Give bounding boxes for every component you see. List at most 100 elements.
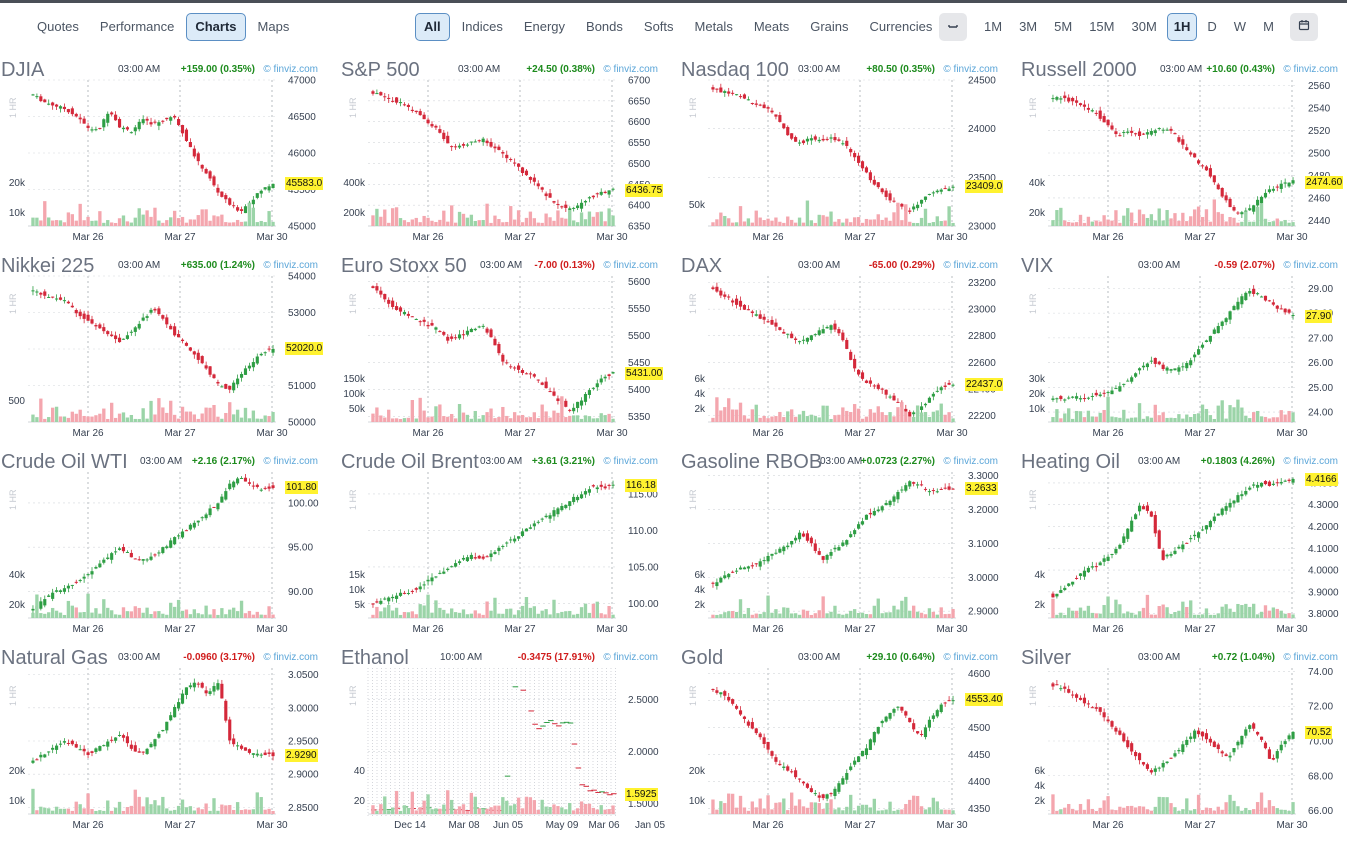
minus-icon[interactable]	[939, 13, 967, 41]
filter-meats[interactable]: Meats	[753, 19, 790, 34]
timeframe-30m[interactable]: 30M	[1131, 19, 1157, 34]
volume-bar	[39, 613, 43, 618]
filter-energy[interactable]: Energy	[523, 19, 566, 34]
filter-bonds[interactable]: Bonds	[586, 19, 623, 34]
finviz-brand-link[interactable]: © finviz.com	[603, 652, 658, 663]
volume-bar	[560, 611, 564, 618]
finviz-brand-link[interactable]: © finviz.com	[263, 456, 318, 467]
volume-bar	[900, 220, 904, 226]
chart-title[interactable]: Heating Oil	[1021, 451, 1120, 473]
timeframe-3m[interactable]: 3M	[1019, 19, 1038, 34]
timeframe-1m[interactable]: 1M	[984, 19, 1003, 34]
filter-metals[interactable]: Metals	[694, 19, 733, 34]
chart-title[interactable]: Ethanol	[341, 647, 409, 669]
timeframe-1h[interactable]: 1H	[1166, 13, 1198, 41]
volume-bar	[192, 810, 196, 814]
timeframe-m[interactable]: M	[1263, 19, 1274, 34]
chart-title[interactable]: DJIA	[1, 59, 45, 81]
chart-title[interactable]: Gold	[681, 647, 724, 669]
chart-title[interactable]: Crude Oil WTI	[1, 451, 128, 473]
candle-body	[833, 323, 837, 330]
timeframe-w[interactable]: W	[1233, 19, 1247, 34]
candle-body	[900, 203, 904, 207]
candle-body	[524, 170, 529, 176]
filter-grains[interactable]: Grains	[810, 19, 849, 34]
tab-maps[interactable]: Maps	[257, 19, 290, 34]
chart-panel-euro-stoxx-50[interactable]: Euro Stoxx 50 03:00 AM -7.00 (0.13%) © finv…	[340, 254, 680, 450]
chart-title[interactable]: Crude Oil Brent	[341, 451, 479, 473]
y-tick-label: 4600	[968, 669, 991, 680]
finviz-brand-link[interactable]: © finviz.com	[603, 64, 658, 75]
volume-bar	[1200, 404, 1205, 422]
filter-all[interactable]: All	[415, 13, 450, 41]
volume-bar	[1291, 614, 1295, 618]
candle-body	[1173, 133, 1177, 135]
chart-title[interactable]: Natural Gas	[1, 647, 108, 669]
candle-body	[731, 571, 735, 573]
volume-bar	[117, 218, 122, 226]
candle-body	[715, 88, 719, 90]
finviz-brand-link[interactable]: © finviz.com	[263, 64, 318, 75]
finviz-brand-link[interactable]: © finviz.com	[603, 260, 658, 271]
finviz-brand-link[interactable]: © finviz.com	[263, 260, 318, 271]
candle-body	[762, 737, 766, 745]
volume-bar	[271, 614, 275, 618]
candle-body	[774, 552, 778, 554]
chart-title[interactable]: Gasoline RBOB	[681, 451, 823, 473]
chart-panel-gasoline-rbob[interactable]: Gasoline RBOB 03:00 AM +0.0723 (2.27%) © fi…	[680, 450, 1020, 646]
filter-softs[interactable]: Softs	[643, 19, 674, 34]
chart-panel-djia[interactable]: DJIA 03:00 AM +159.00 (0.35%) © finviz.com 1…	[0, 58, 340, 254]
finviz-brand-link[interactable]: © finviz.com	[263, 652, 318, 663]
volume-bar	[1074, 222, 1079, 226]
chart-panel-crude-oil-wti[interactable]: Crude Oil WTI 03:00 AM +2.16 (2.17%) © finv…	[0, 450, 340, 646]
finviz-brand-link[interactable]: © finviz.com	[1283, 456, 1338, 467]
tab-charts[interactable]: Charts	[186, 13, 246, 41]
tab-performance[interactable]: Performance	[99, 19, 175, 34]
finviz-brand-link[interactable]: © finviz.com	[603, 456, 658, 467]
chart-title[interactable]: Euro Stoxx 50	[341, 255, 467, 277]
chart-panel-gold[interactable]: Gold 03:00 AM +29.10 (0.64%) © finviz.com 1 …	[680, 646, 1020, 842]
volume-bar	[58, 220, 63, 226]
tab-quotes[interactable]: Quotes	[37, 19, 79, 34]
finviz-brand-link[interactable]: © finviz.com	[1283, 260, 1338, 271]
chart-panel-russell-2000[interactable]: Russell 2000 03:00 AM +10.60 (0.43%) © finv…	[1020, 58, 1347, 254]
volume-bar	[271, 411, 275, 422]
chart-title[interactable]: Nasdaq 100	[681, 59, 789, 81]
finviz-brand-link[interactable]: © finviz.com	[943, 260, 998, 271]
finviz-brand-link[interactable]: © finviz.com	[943, 652, 998, 663]
chart-title[interactable]: Silver	[1021, 647, 1072, 669]
chart-panel-natural-gas[interactable]: Natural Gas 03:00 AM -0.0960 (3.17%) © finv…	[0, 646, 340, 842]
finviz-brand-link[interactable]: © finviz.com	[1283, 652, 1338, 663]
chart-title[interactable]: Nikkei 225	[1, 255, 95, 277]
filter-indices[interactable]: Indices	[461, 19, 503, 34]
chart-panel-dax[interactable]: DAX 03:00 AM -65.00 (0.29%) © finviz.com 1 H…	[680, 254, 1020, 450]
volume-bar	[872, 412, 876, 422]
chart-panel-vix[interactable]: VIX 03:00 AM -0.59 (2.07%) © finviz.com 1 HR…	[1020, 254, 1347, 450]
finviz-brand-link[interactable]: © finviz.com	[943, 456, 998, 467]
chart-title[interactable]: DAX	[681, 255, 723, 277]
chart-title[interactable]: Russell 2000	[1021, 59, 1137, 81]
finviz-brand-link[interactable]: © finviz.com	[943, 64, 998, 75]
candle-body	[200, 356, 204, 364]
filter-currencies[interactable]: Currencies	[869, 19, 933, 34]
calendar-icon[interactable]	[1289, 13, 1318, 41]
chart-panel-nasdaq-100[interactable]: Nasdaq 100 03:00 AM +80.50 (0.35%) © finviz…	[680, 58, 1020, 254]
candle-body	[1126, 740, 1130, 748]
chart-panel-ethanol[interactable]: Ethanol 10:00 AM -0.3475 (17.91%) © finviz.…	[340, 646, 680, 842]
chart-panel-crude-oil-brent[interactable]: Crude Oil Brent 03:00 AM +3.61 (3.21%) © fi…	[340, 450, 680, 646]
timeframe-15m[interactable]: 15M	[1089, 19, 1115, 34]
chart-panel-heating-oil[interactable]: Heating Oil 03:00 AM +0.1803 (4.26%) © finv…	[1020, 450, 1347, 646]
volume-bar	[904, 804, 908, 814]
chart-panel-silver[interactable]: Silver 03:00 AM +0.72 (1.04%) © finviz.com 1…	[1020, 646, 1347, 842]
chart-title[interactable]: S&P 500	[341, 59, 420, 81]
chart-panel-nikkei-225[interactable]: Nikkei 225 03:00 AM +635.00 (1.24%) © finvi…	[0, 254, 340, 450]
volume-bar	[1181, 418, 1185, 422]
finviz-brand-link[interactable]: © finviz.com	[1283, 64, 1338, 75]
chart-title[interactable]: VIX	[1021, 255, 1054, 277]
chart-panel-s-p-500[interactable]: S&P 500 03:00 AM +24.50 (0.38%) © finviz.co…	[340, 58, 680, 254]
timeframe-5m[interactable]: 5M	[1054, 19, 1073, 34]
candle-body	[137, 323, 141, 329]
timeframe-d[interactable]: D	[1207, 19, 1217, 34]
volume-bar	[220, 608, 224, 618]
volume-bar	[841, 810, 845, 814]
